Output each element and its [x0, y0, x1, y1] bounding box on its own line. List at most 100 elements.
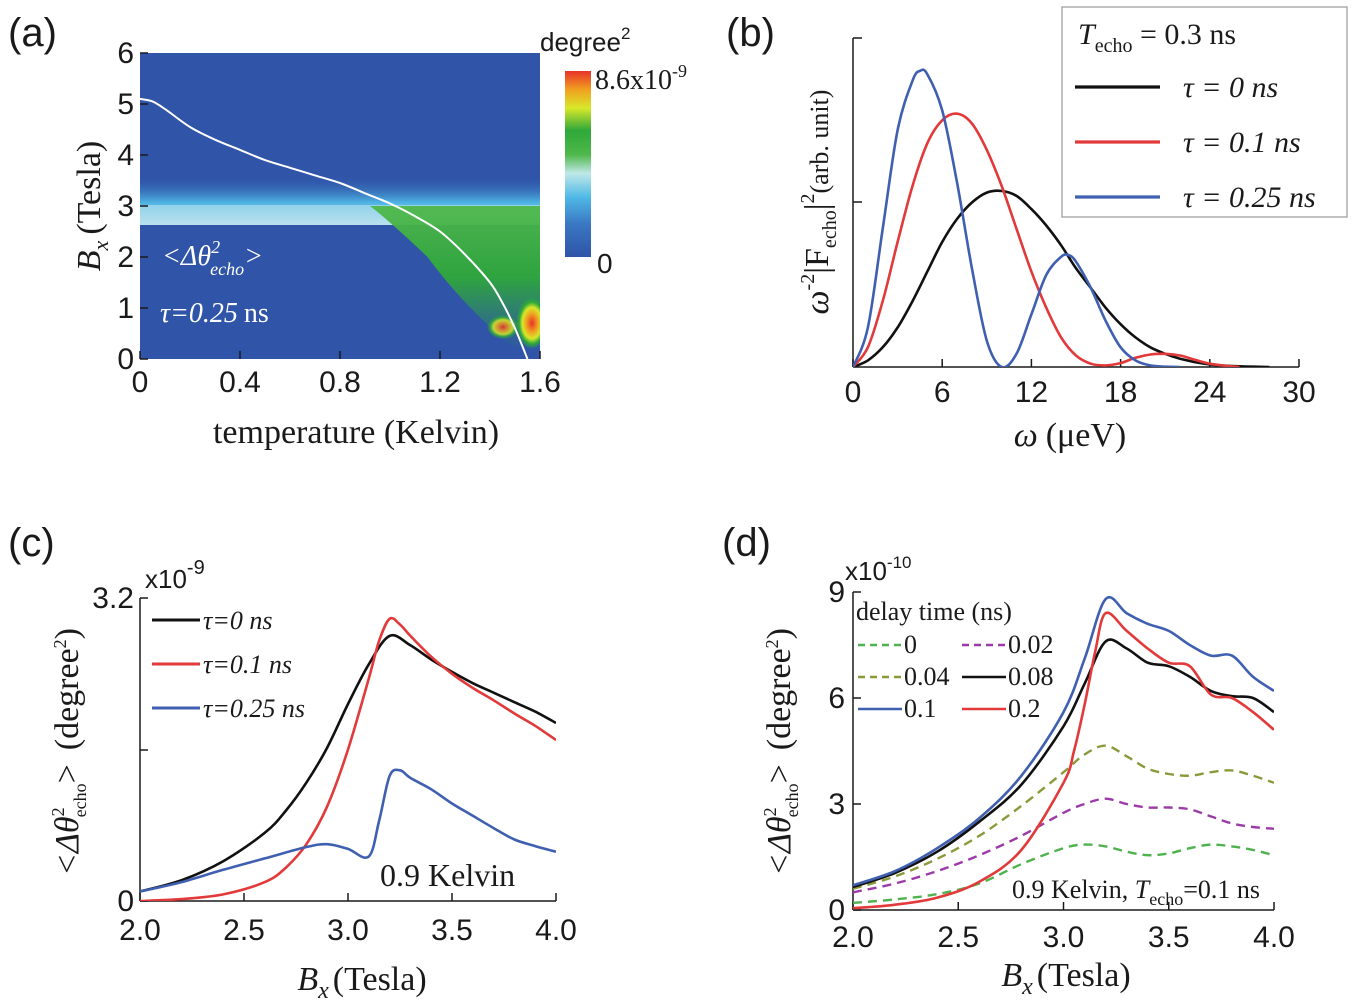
panel-b: (b) 0 6 12 18 24 30 ω-2|Fecho|2(arb. unit) ω(…: [726, 6, 1348, 454]
y-axis-title-a: Bx (Tesla): [71, 141, 113, 271]
series-line: [853, 611, 1274, 910]
legend-d: 0 0.02 0.04 0.08 0.1 0.2: [858, 630, 1054, 723]
x-tick-label: 2.0: [832, 921, 874, 954]
y-tick-label: 4: [117, 139, 134, 172]
annotation-c: 0.9 Kelvin: [380, 857, 515, 893]
x-tick-label: 2.5: [223, 914, 265, 947]
y-tick-label: 9: [828, 576, 845, 609]
legend-entry-label: 0.02: [1008, 630, 1054, 659]
heatmap-tau-label: τ=0.25 ns: [160, 298, 269, 329]
y-title-unit: (Tesla): [71, 141, 108, 235]
legend-entry-label: τ = 0.25 ns: [1183, 181, 1316, 214]
x-axis-title-a: temperature (Kelvin): [213, 414, 499, 451]
heatmap-green-region: [370, 206, 540, 349]
legend-c: τ=0 ns τ=0.1 ns τ=0.25 ns: [152, 606, 305, 723]
series-line: [853, 797, 1274, 894]
legend-box-b: [1061, 6, 1348, 218]
y-tick-label: 3: [117, 190, 134, 223]
y-axis-ticks-c: 03.2: [92, 582, 148, 918]
x-axis-ticks-b: 0 6 12 18 24 30: [845, 359, 1316, 409]
x-tick-label: 3.0: [1043, 921, 1085, 954]
x-tick-label: 1.6: [519, 366, 561, 399]
panel-label-d: (d): [722, 521, 771, 565]
x-tick-label: 3.5: [431, 914, 473, 947]
legend-title-b: Techo = 0.3 ns: [1078, 18, 1236, 57]
x-tick-label: 2.5: [937, 921, 979, 954]
panel-a: (a) 0 1 2 3 4 5 6 0 0.4 0.8 1.2 1.6 Bx (Tesla) temp…: [8, 11, 687, 451]
annotation-d: 0.9 Kelvin, Techo=0.1 ns: [1012, 875, 1260, 909]
x-axis-title-d: Bx (Tesla): [1001, 957, 1130, 1000]
x-tick-label: 1.2: [419, 366, 461, 399]
x-tick-label: 4.0: [1253, 921, 1295, 954]
legend-title-d: delay time (ns): [856, 597, 1012, 626]
x-axis-ticks-a: 0 0.4 0.8 1.2 1.6: [132, 351, 561, 399]
svg-text:Bx(Tesla): Bx (Tesla): [71, 141, 113, 271]
series-line: [140, 616, 556, 901]
colorbar: [565, 71, 591, 257]
legend-entry-label: τ=0.1 ns: [203, 650, 292, 679]
legend-entry-label: 0.2: [1008, 694, 1041, 723]
legend-entry-label: τ = 0 ns: [1183, 71, 1278, 104]
series-lines-b: [853, 68, 1270, 367]
colorbar-max-label: 8.6x10-9: [595, 61, 687, 96]
x-tick-label: 2.0: [119, 914, 161, 947]
y-title-symbol: B: [71, 250, 108, 271]
x-axis-ticks-d: 2.0 2.5 3.0 3.5 4.0: [832, 902, 1295, 954]
series-lines-d: [853, 596, 1274, 910]
y-tick-label: 5: [117, 88, 134, 121]
x-tick-label: 0: [845, 376, 862, 409]
legend-entry-label: 0.1: [904, 694, 937, 723]
series-line: [853, 638, 1274, 889]
x-axis-title-b: ω (μeV): [1014, 417, 1127, 454]
y-tick-label: 6: [828, 682, 845, 715]
x-axis-title-c: Bx (Tesla): [297, 961, 426, 1004]
svg-text:ω-2|Fecho|2(arb. unit): ω-2|Fecho|2(arb. unit): [797, 90, 841, 315]
y-tick-label: 6: [117, 37, 134, 70]
x-tick-label: 6: [934, 376, 951, 409]
x-tick-label: 0.4: [219, 366, 261, 399]
x-tick-label: 18: [1104, 376, 1137, 409]
series-line: [853, 189, 1270, 367]
series-line: [853, 68, 1181, 367]
x-tick-label: 3.0: [327, 914, 369, 947]
y-axis-title-c: <Δθ2 echo>(degree2): [48, 628, 90, 876]
series-line: [853, 596, 1274, 887]
y-tick-label: 0: [117, 343, 134, 376]
y-tick-label: 2: [117, 241, 134, 274]
colorbar-min-label: 0: [597, 248, 613, 279]
x-axis-ticks-c: 2.0 2.5 3.0 3.5 4.0: [119, 893, 577, 947]
scale-factor-d: x10-10: [845, 553, 912, 586]
heatmap-a: [140, 53, 540, 359]
x-tick-label: 12: [1015, 376, 1048, 409]
x-tick-label: 4.0: [535, 914, 577, 947]
series-lines-c: [140, 616, 556, 901]
series-line: [853, 744, 1274, 890]
y-axis-title-d: <Δθ2 echo>(degree2): [760, 628, 802, 876]
x-tick-label: 24: [1193, 376, 1226, 409]
y-title-sub: x: [88, 240, 113, 251]
heatmap-hot-spot: [516, 297, 540, 349]
legend-entry-label: τ = 0.1 ns: [1183, 126, 1301, 159]
x-tick-label: 30: [1282, 376, 1315, 409]
panel-label-b: (b): [726, 11, 775, 55]
series-line: [853, 112, 1240, 367]
y-tick-label: 0: [117, 885, 134, 918]
y-axis-ticks-a: 0 1 2 3 4 5 6: [117, 37, 148, 376]
series-line: [140, 633, 556, 893]
panel-c: (c) 2.0 2.5 3.0 3.5 4.0 03.2 x10-9 <Δθ2 echo>…: [8, 521, 577, 1004]
panel-d: (d) 2.0 2.5 3.0 3.5 4.0 0 3 6 9 x10-10 <Δθ2 echo…: [722, 521, 1295, 1000]
legend-entry-label: 0.04: [904, 662, 950, 691]
y-axis-ticks-d: 0 3 6 9: [828, 576, 861, 927]
panel-label-a: (a): [8, 11, 57, 55]
y-axis-title-b: ω-2|Fecho|2(arb. unit): [797, 90, 841, 315]
y-tick-label: 1: [117, 292, 134, 325]
scale-factor-c: x10-9: [145, 557, 205, 594]
legend-entry-label: 0.08: [1008, 662, 1054, 691]
x-tick-label: 0.8: [319, 366, 361, 399]
y-tick-label: 0: [828, 894, 845, 927]
legend-entry-label: τ=0.25 ns: [203, 694, 305, 723]
legend-entries-b: τ = 0 ns τ = 0.1 ns τ = 0.25 ns: [1075, 71, 1316, 214]
